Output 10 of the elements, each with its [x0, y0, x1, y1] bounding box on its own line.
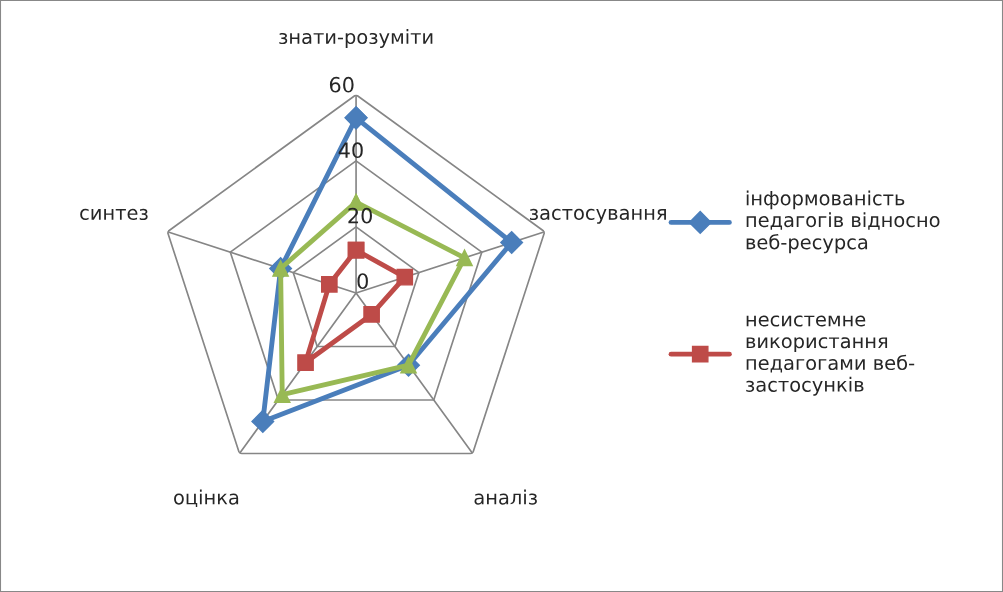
spoke-label: синтез [80, 208, 148, 221]
y-tick-label: 20 [348, 207, 372, 224]
spoke-label: застосування [530, 208, 666, 224]
legend-label: інформованість педагогів відносно веб-ресурса [746, 190, 940, 254]
legend-label: несистемне використання педагогами веб- застосунків [746, 315, 915, 396]
y-tick-label: 60 [329, 76, 354, 93]
spoke-label: оцінка [174, 489, 239, 508]
spoke-label: знати-розуміти [279, 29, 433, 48]
y-tick-label: 0 [357, 273, 368, 289]
spoke-label: аналіз [474, 489, 537, 505]
